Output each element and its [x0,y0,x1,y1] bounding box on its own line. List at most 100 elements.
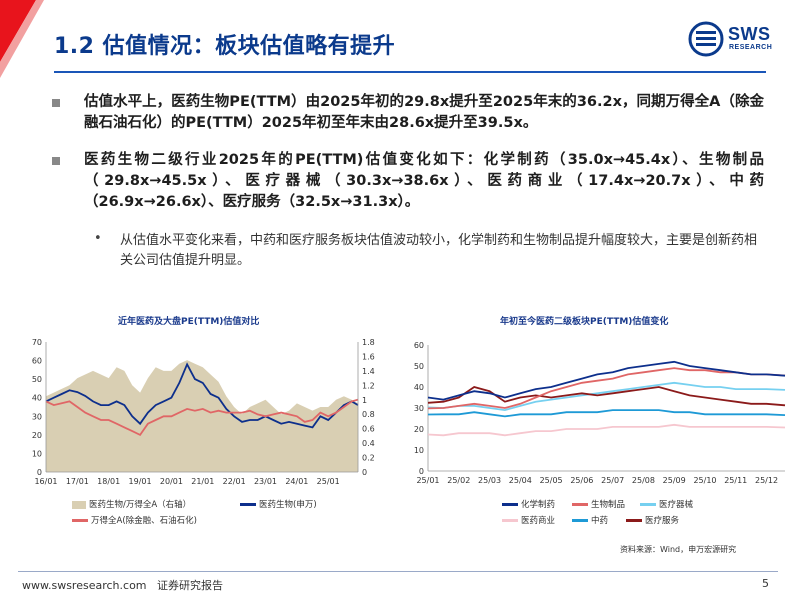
legend-label: 医药生物(申万) [259,500,317,510]
chart2-legend: 化学制药 生物制品 医疗器械 医药商业 中药 医疗服务 [502,498,772,532]
legend-swatch [240,503,256,506]
legend-item: 医药商业 [502,514,555,526]
series-line [427,423,786,437]
y-tick-label: 20 [414,425,424,434]
x-tick-label: 25/12 [755,476,778,485]
dot-bullet-icon: • [94,231,102,246]
legend-label: 医疗服务 [645,516,680,526]
y-tick-label-right: 0.2 [362,454,375,463]
legend-item: 医疗器械 [640,498,693,510]
x-tick-label: 25/03 [478,476,501,485]
page-title: 1.2 估值情况：板块估值略有提升 [54,34,396,59]
legend-item: 化学制药 [502,498,555,510]
legend-swatch [72,519,88,522]
y-tick-label-left: 50 [32,375,42,384]
y-tick-label-left: 20 [32,431,42,440]
legend-label: 医疗器械 [659,500,694,510]
legend-swatch [572,519,588,522]
x-tick-label: 22/01 [223,477,246,486]
legend-swatch [502,503,518,506]
x-tick-label: 19/01 [129,477,152,486]
bullet-item: 估值水平上，医药生物PE(TTM）由2025年初的29.8x提升至2025年末的… [52,92,764,134]
legend-label: 中药 [591,516,609,526]
legend-label: 生物制品 [591,500,626,510]
chart1-title: 近年医药及大盘PE(TTM)估值对比 [118,317,260,327]
y-tick-label-right: 1.2 [362,381,375,390]
y-tick-label: 50 [414,362,424,371]
bullet-item: 医药生物二级行业2025年的PE(TTM)估值变化如下：化学制药（35.0x→4… [52,150,764,213]
legend-swatch [502,519,518,522]
y-tick-label-left: 70 [32,338,42,347]
series-line [427,381,786,412]
square-bullet-icon [52,99,60,107]
sub-bullet-item: • 从估值水平变化来看，中药和医疗服务板块估值波动较小，化学制药和生物制品提升幅… [94,231,764,271]
legend-label: 万得全A(除金融、石油石化) [91,516,197,526]
footer-divider [18,571,778,572]
x-tick-label: 23/01 [254,477,277,486]
x-tick-label: 25/08 [632,476,655,485]
legend-swatch [640,503,656,506]
y-tick-label-left: 30 [32,412,42,421]
legend-item: 医药生物/万得全A（右轴） [72,498,191,510]
legend-item: 中药 [572,514,608,526]
series-area-ratio [46,360,358,472]
square-bullet-icon [52,157,60,165]
x-tick-label: 25/06 [570,476,593,485]
x-tick-label: 25/09 [663,476,686,485]
legend-item: 生物制品 [572,498,625,510]
x-tick-label: 25/10 [693,476,716,485]
y-tick-label-right: 1 [362,396,367,405]
series-line [427,367,786,410]
legend-swatch [626,519,642,522]
bullet-text: 估值水平上，医药生物PE(TTM）由2025年初的29.8x提升至2025年末的… [84,94,764,131]
series-line [45,398,359,437]
y-tick-label-right: 0.6 [362,425,375,434]
legend-item: 医药生物(申万) [240,498,317,510]
y-tick-label-right: 0.8 [362,410,375,419]
series-line [45,362,359,429]
x-tick-label: 16/01 [34,477,57,486]
x-tick-label: 25/11 [724,476,747,485]
source-note: 资料来源：Wind，申万宏源研究 [620,545,737,554]
x-tick-label: 25/02 [447,476,470,485]
legend-label: 医药生物/万得全A（右轴） [89,500,192,510]
legend-item: 万得全A(除金融、石油石化) [72,514,197,526]
legend-swatch [72,500,86,509]
legend-label: 医药商业 [521,516,556,526]
y-tick-label-right: 0 [362,468,367,477]
y-tick-label: 40 [414,383,424,392]
y-tick-label-left: 40 [32,394,42,403]
series-line [427,409,786,418]
footer-url[interactable]: www.swsresearch.com [22,579,147,592]
x-tick-label: 25/01 [317,477,340,486]
y-tick-label: 10 [414,446,424,455]
y-tick-label: 60 [414,341,424,350]
chart1-plot: 0 10 20 30 40 50 60 70 0 0.2 0.4 0.6 0.8 1 1.2 1.4 1.6 1.… [32,338,375,486]
x-tick-label: 25/07 [601,476,624,485]
footer-label: 证券研究报告 [157,579,224,592]
y-tick-label-right: 1.8 [362,338,375,347]
x-tick-label: 24/01 [285,477,308,486]
legend-label: 化学制药 [521,500,556,510]
logo-text: SWS [728,24,771,44]
x-tick-label: 25/04 [509,476,532,485]
y-tick-label-left: 10 [32,449,42,458]
x-tick-label: 21/01 [191,477,214,486]
x-tick-label: 20/01 [160,477,183,486]
legend-item: 医疗服务 [626,514,679,526]
y-tick-label-right: 1.6 [362,352,375,361]
corner-decoration [0,0,44,78]
series-line [427,386,786,407]
series-line [427,360,786,401]
x-tick-label: 25/05 [540,476,563,485]
footer-text: www.swsresearch.com 证券研究报告 [22,577,223,593]
x-tick-label: 17/01 [66,477,89,486]
sws-logo-icon [688,21,724,57]
y-tick-label: 30 [414,404,424,413]
page-number: 5 [762,577,769,590]
bullet-text: 医药生物二级行业2025年的PE(TTM)估值变化如下：化学制药（35.0x→4… [84,152,764,210]
sub-bullet-text: 从估值水平变化来看，中药和医疗服务板块估值波动较小，化学制药和生物制品提升幅度较… [120,233,758,268]
x-tick-label: 18/01 [97,477,120,486]
y-tick-label: 0 [419,467,424,476]
legend-swatch [572,503,588,506]
